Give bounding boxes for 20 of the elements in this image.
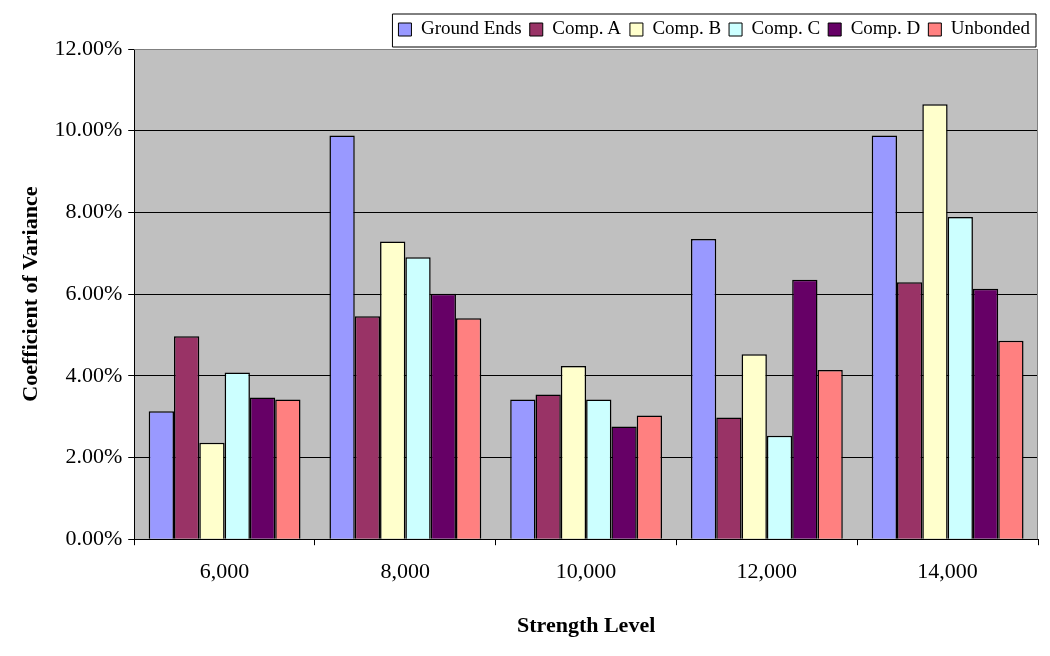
y-tick-label: 0.00% xyxy=(65,524,123,550)
y-tick-label: 6.00% xyxy=(65,279,123,305)
y-axis-title: Coefficient of Variance xyxy=(16,186,42,402)
y-tick-label: 10.00% xyxy=(54,116,123,142)
legend-label: Comp. B xyxy=(652,17,722,39)
y-tick-label: 12.00% xyxy=(54,34,123,60)
y-tick-label: 4.00% xyxy=(65,361,123,387)
legend-label: Comp. C xyxy=(751,17,821,39)
x-tick-label: 12,000 xyxy=(736,558,798,584)
legend-label: Comp. A xyxy=(552,17,622,39)
legend-label: Unbonded xyxy=(950,17,1031,39)
x-tick-label: 10,000 xyxy=(555,558,617,584)
x-axis-title: Strength Level xyxy=(516,612,656,638)
legend-label: Comp. D xyxy=(850,17,921,39)
y-tick-label: 8.00% xyxy=(65,198,123,224)
x-tick-label: 6,000 xyxy=(199,558,250,584)
x-tick-label: 14,000 xyxy=(917,558,978,584)
x-tick-label: 8,000 xyxy=(380,558,431,584)
y-tick-label: 2.00% xyxy=(65,443,123,469)
legend-label: Ground Ends xyxy=(420,17,522,39)
